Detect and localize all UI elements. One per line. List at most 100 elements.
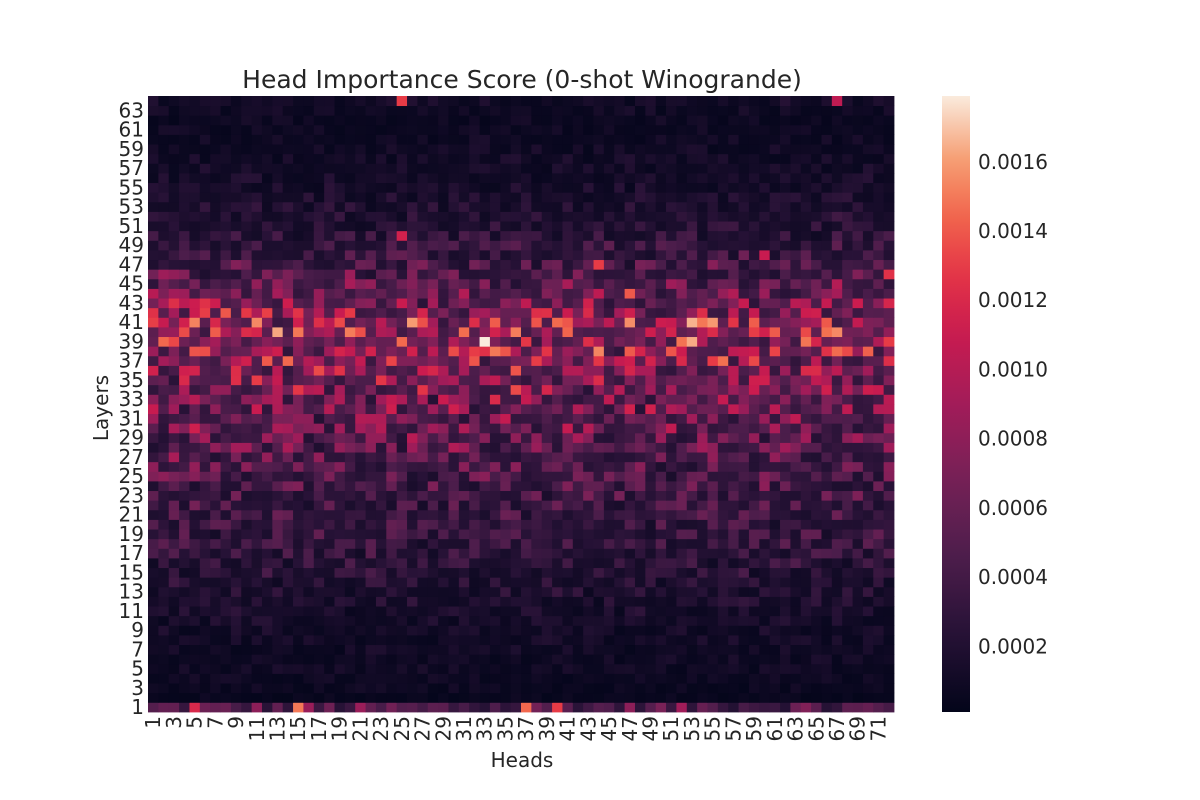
heatmap-cell <box>407 211 418 222</box>
heatmap-cell <box>666 307 677 318</box>
heatmap-cell <box>852 134 864 145</box>
heatmap-cell <box>707 115 719 126</box>
heatmap-cell <box>407 500 418 511</box>
heatmap-cell <box>334 240 346 251</box>
heatmap-cell <box>883 692 895 703</box>
heatmap-cell <box>780 538 791 549</box>
heatmap-cell <box>821 548 833 559</box>
heatmap-cell <box>365 413 377 424</box>
x-tick-label: 29 <box>431 716 455 741</box>
heatmap-cell <box>375 134 387 145</box>
heatmap-cell <box>148 558 159 569</box>
heatmap-cell <box>355 413 366 424</box>
heatmap-cell <box>666 452 677 463</box>
heatmap-cell <box>272 663 284 674</box>
heatmap-cell <box>500 375 512 386</box>
heatmap-cell <box>344 365 356 376</box>
heatmap-cell <box>355 404 366 415</box>
heatmap-cell <box>873 230 885 241</box>
heatmap-cell <box>500 404 512 415</box>
heatmap-cell <box>852 606 864 617</box>
heatmap-cell <box>624 240 636 251</box>
heatmap-cell <box>313 683 325 694</box>
heatmap-cell <box>686 115 698 126</box>
colorbar-tick-label: 0.0002 <box>978 634 1048 658</box>
heatmap-cell <box>313 278 325 289</box>
heatmap-cell <box>365 163 377 174</box>
heatmap-cell <box>293 211 304 222</box>
heatmap-cell <box>655 317 667 328</box>
heatmap-cell <box>355 307 366 318</box>
heatmap-cell <box>634 635 646 646</box>
heatmap-cell <box>407 558 418 569</box>
heatmap-cell <box>800 124 812 135</box>
heatmap-cell <box>790 250 802 261</box>
heatmap-cell <box>634 413 646 424</box>
heatmap-cell <box>479 558 491 569</box>
heatmap-cell <box>303 115 315 126</box>
heatmap-cell <box>759 163 771 174</box>
heatmap-cell <box>324 365 335 376</box>
heatmap-cell <box>344 153 356 164</box>
heatmap-cell <box>210 471 221 482</box>
heatmap-cell <box>593 173 605 184</box>
heatmap-cell <box>479 307 491 318</box>
heatmap-cell <box>448 673 460 684</box>
heatmap-cell <box>293 230 304 241</box>
heatmap-cell <box>303 230 315 241</box>
heatmap-cell <box>780 365 791 376</box>
heatmap-cell <box>572 298 584 309</box>
heatmap-cell <box>852 519 864 530</box>
heatmap-cell <box>365 481 377 492</box>
heatmap-cell <box>552 423 563 434</box>
heatmap-cell <box>407 259 418 270</box>
heatmap-cell <box>821 192 833 203</box>
heatmap-cell <box>603 327 615 338</box>
colorbar-tick-label: 0.0006 <box>978 496 1048 520</box>
heatmap-cell <box>873 625 885 636</box>
heatmap-cell <box>241 298 253 309</box>
heatmap-cell <box>375 346 387 357</box>
heatmap-cell <box>334 461 346 472</box>
heatmap-cell <box>355 259 366 270</box>
heatmap-cell <box>479 548 491 559</box>
heatmap-cell <box>531 105 543 116</box>
heatmap-cell <box>407 404 418 415</box>
heatmap-cell <box>676 577 688 588</box>
heatmap-cell <box>790 365 802 376</box>
colorbar-ticks: 0.00020.00040.00060.00080.00100.00120.00… <box>978 150 1048 659</box>
heatmap-cell <box>655 625 667 636</box>
heatmap-cell <box>251 692 263 703</box>
heatmap-cell <box>707 355 719 366</box>
heatmap-cell <box>334 663 346 674</box>
heatmap-cell <box>365 269 377 280</box>
heatmap-cell <box>562 404 574 415</box>
heatmap-cell <box>230 432 242 443</box>
heatmap-cell <box>676 548 688 559</box>
heatmap-cell <box>697 327 708 338</box>
heatmap-cell <box>541 442 553 453</box>
heatmap-cell <box>603 375 615 386</box>
heatmap-cell <box>748 355 760 366</box>
heatmap-cell <box>831 336 843 347</box>
heatmap-cell <box>489 278 501 289</box>
heatmap-cell <box>614 259 626 270</box>
heatmap-cell <box>717 423 729 434</box>
heatmap-cell <box>541 259 553 270</box>
heatmap-cell <box>407 442 418 453</box>
heatmap-cell <box>862 105 874 116</box>
heatmap-cell <box>220 124 232 135</box>
heatmap-cell <box>272 375 284 386</box>
heatmap-cell <box>313 96 325 107</box>
heatmap-cell <box>759 577 771 588</box>
heatmap-cell <box>883 500 895 511</box>
heatmap-cell <box>479 471 491 482</box>
heatmap-cell <box>230 538 242 549</box>
heatmap-cell <box>469 500 480 511</box>
heatmap-cell <box>417 288 429 299</box>
heatmap-cell <box>883 307 895 318</box>
heatmap-cell <box>572 384 584 395</box>
heatmap-cell <box>780 115 791 126</box>
heatmap-cell <box>344 606 356 617</box>
heatmap-cell <box>500 230 512 241</box>
